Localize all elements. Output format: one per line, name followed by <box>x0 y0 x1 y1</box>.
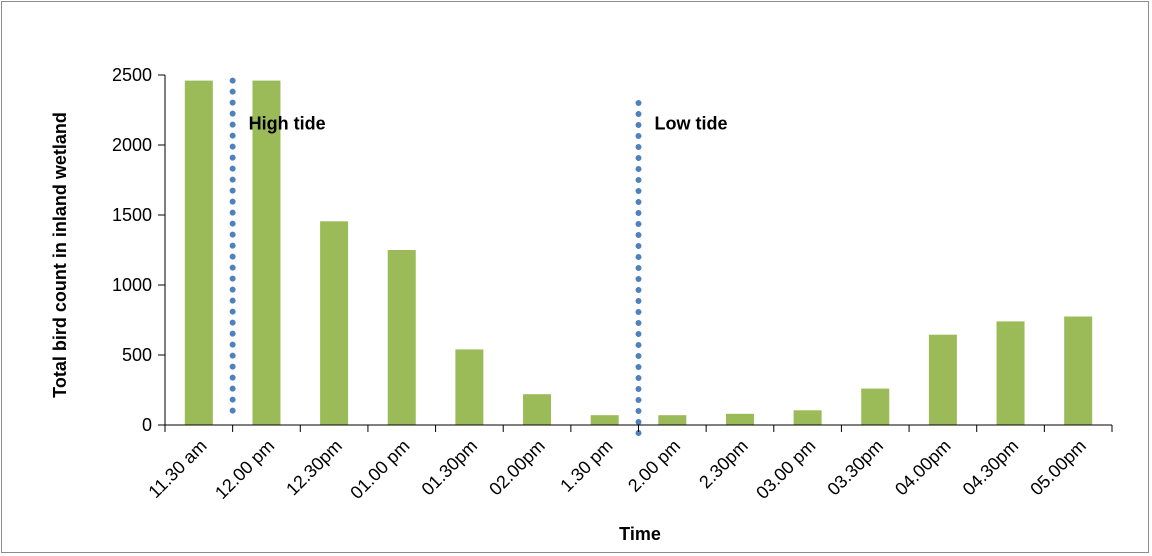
x-tick-label: 04.00pm <box>891 436 955 500</box>
axes-group <box>158 75 1112 426</box>
bar <box>387 250 416 425</box>
x-ticks-group: 11.30 am 12.00 pm 12.30pm 01.00 pm 01.30pm 02… <box>144 425 1113 503</box>
x-tick-label: 04.30pm <box>959 436 1023 500</box>
bar <box>1064 316 1093 425</box>
y-tick-label: 1000 <box>112 275 152 295</box>
bar <box>996 321 1025 425</box>
tide-annotation: Low tide <box>655 114 728 134</box>
bar <box>928 334 957 425</box>
x-tick-label: 03.00 pm <box>752 436 819 503</box>
bars-group <box>184 80 1093 425</box>
bar <box>252 80 281 425</box>
bar <box>184 80 213 425</box>
x-tick-label: 1.30 pm <box>556 436 616 496</box>
bar <box>861 388 890 425</box>
x-tick-label: 05.00pm <box>1026 436 1090 500</box>
x-tick-label: 2.30pm <box>695 436 752 493</box>
x-tick-label: 01.30pm <box>418 436 482 500</box>
x-tick-label: 12.30pm <box>282 436 346 500</box>
x-tick-label: 12.00 pm <box>211 436 278 503</box>
bar <box>793 410 822 425</box>
y-tick-label: 500 <box>122 345 152 365</box>
y-axis-title: Total bird count in inland wetland <box>50 112 70 398</box>
bar <box>523 394 552 425</box>
bar <box>590 415 619 425</box>
x-tick-label: 01.00 pm <box>346 436 413 503</box>
tide-markers-group: High tide Low tide <box>229 77 728 440</box>
y-tick-label: 2000 <box>112 135 152 155</box>
bar <box>320 221 349 425</box>
bar <box>658 415 687 425</box>
tide-annotation: High tide <box>249 114 326 134</box>
x-tick-label: 02.00pm <box>485 436 549 500</box>
x-tick-label: 03.30pm <box>823 436 887 500</box>
y-tick-label: 2500 <box>112 65 152 85</box>
y-tick-label: 0 <box>142 415 152 435</box>
y-tick-label: 1500 <box>112 205 152 225</box>
y-ticks-group: 0 500 1000 1500 2000 2500 <box>112 65 165 435</box>
x-axis-title: Time <box>619 524 661 544</box>
bar <box>455 349 484 425</box>
x-tick-label: 11.30 am <box>144 436 210 502</box>
bar <box>725 413 754 425</box>
x-tick-label: 2.00 pm <box>624 436 684 496</box>
